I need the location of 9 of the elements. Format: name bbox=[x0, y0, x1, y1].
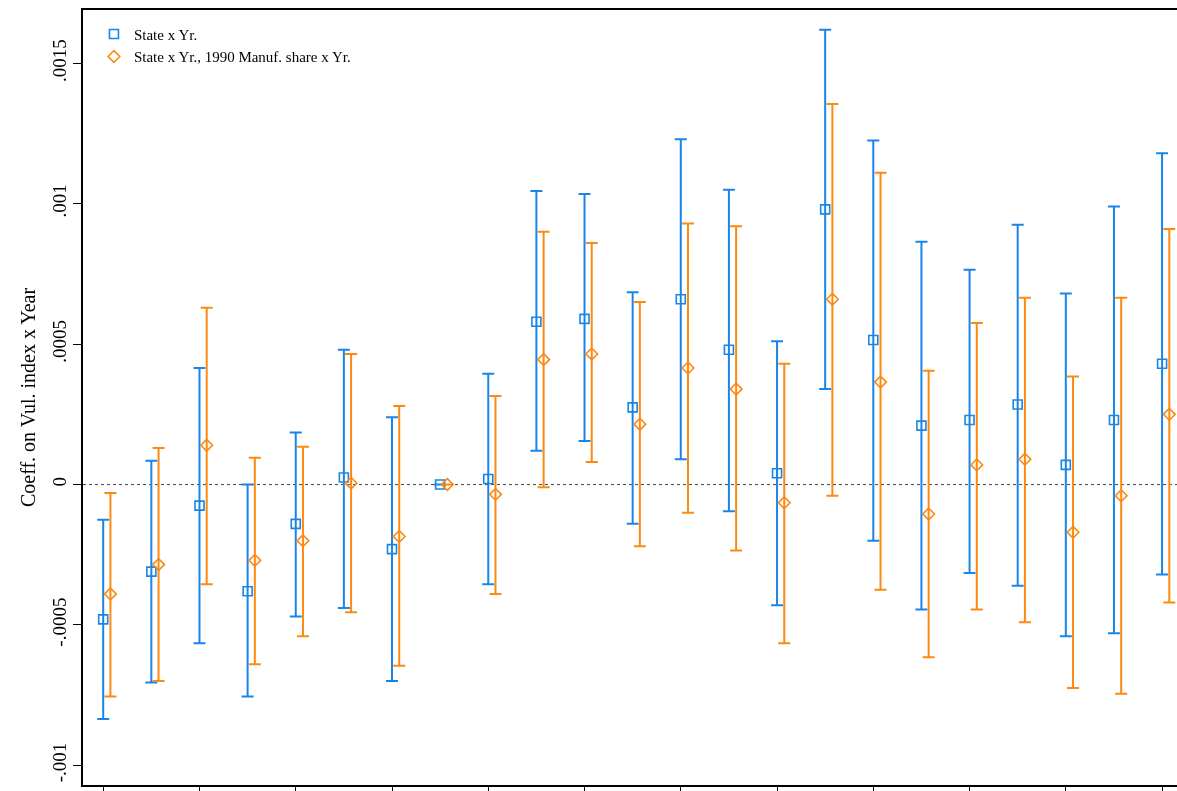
y-tick-label: .0005 bbox=[48, 319, 70, 363]
y-tick-label: -.0005 bbox=[48, 597, 70, 647]
y-tick-label: 0 bbox=[48, 476, 70, 487]
y-tick-label: .001 bbox=[48, 184, 70, 218]
legend-label: State x Yr., 1990 Manuf. share x Yr. bbox=[133, 49, 351, 66]
legend-label: State x Yr. bbox=[133, 26, 198, 43]
y-tick-label: .0015 bbox=[48, 39, 70, 82]
y-tick-label: -.001 bbox=[48, 742, 70, 783]
y-axis-title: Coeff. on Vul. index x Year bbox=[16, 287, 39, 508]
